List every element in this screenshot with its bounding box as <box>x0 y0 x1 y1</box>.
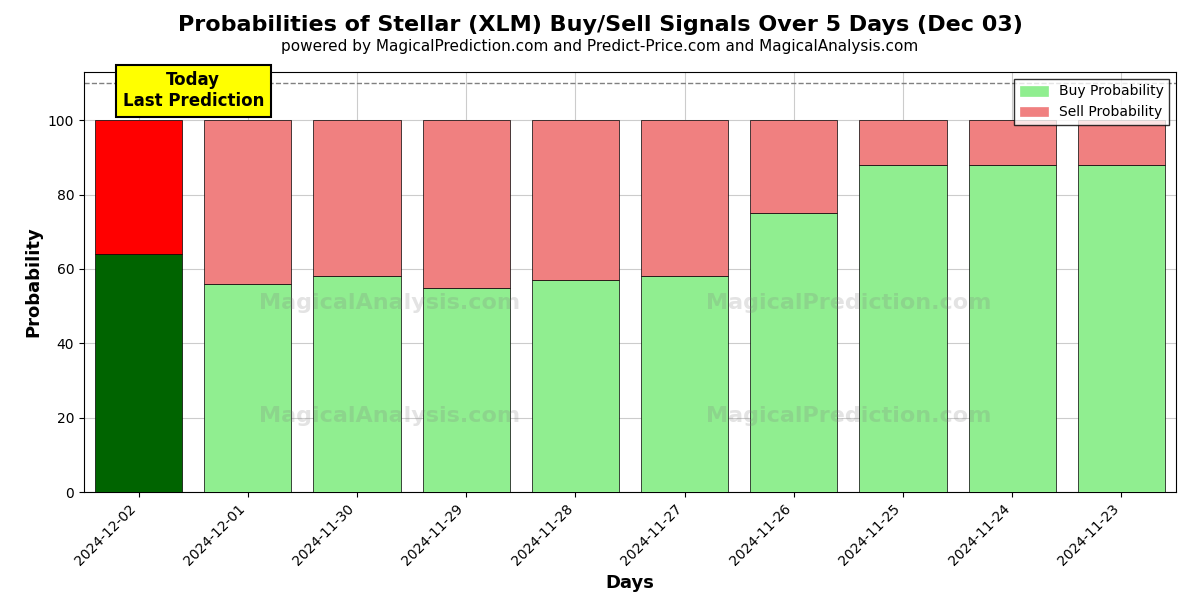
Bar <box>641 277 728 492</box>
Bar <box>1078 121 1165 165</box>
Bar <box>968 121 1056 165</box>
Bar <box>859 121 947 165</box>
Bar <box>968 165 1056 492</box>
Legend: Buy Probability, Sell Probability: Buy Probability, Sell Probability <box>1014 79 1169 125</box>
Y-axis label: Probability: Probability <box>24 227 42 337</box>
Bar <box>95 254 182 492</box>
Bar <box>422 121 510 287</box>
Bar <box>641 121 728 277</box>
Bar <box>313 121 401 277</box>
Bar <box>313 277 401 492</box>
Bar <box>1078 165 1165 492</box>
Bar <box>750 121 838 213</box>
Bar <box>204 284 292 492</box>
Bar <box>204 121 292 284</box>
Text: Today
Last Prediction: Today Last Prediction <box>122 71 264 110</box>
Bar <box>859 165 947 492</box>
Bar <box>532 121 619 280</box>
X-axis label: Days: Days <box>606 574 654 592</box>
Text: MagicalAnalysis.com: MagicalAnalysis.com <box>259 406 521 427</box>
Text: MagicalAnalysis.com: MagicalAnalysis.com <box>259 293 521 313</box>
Bar <box>95 121 182 254</box>
Bar <box>422 287 510 492</box>
Bar <box>532 280 619 492</box>
Text: MagicalPrediction.com: MagicalPrediction.com <box>706 293 991 313</box>
Bar <box>750 213 838 492</box>
Text: Probabilities of Stellar (XLM) Buy/Sell Signals Over 5 Days (Dec 03): Probabilities of Stellar (XLM) Buy/Sell … <box>178 15 1022 35</box>
Text: powered by MagicalPrediction.com and Predict-Price.com and MagicalAnalysis.com: powered by MagicalPrediction.com and Pre… <box>281 39 919 54</box>
Text: MagicalPrediction.com: MagicalPrediction.com <box>706 406 991 427</box>
